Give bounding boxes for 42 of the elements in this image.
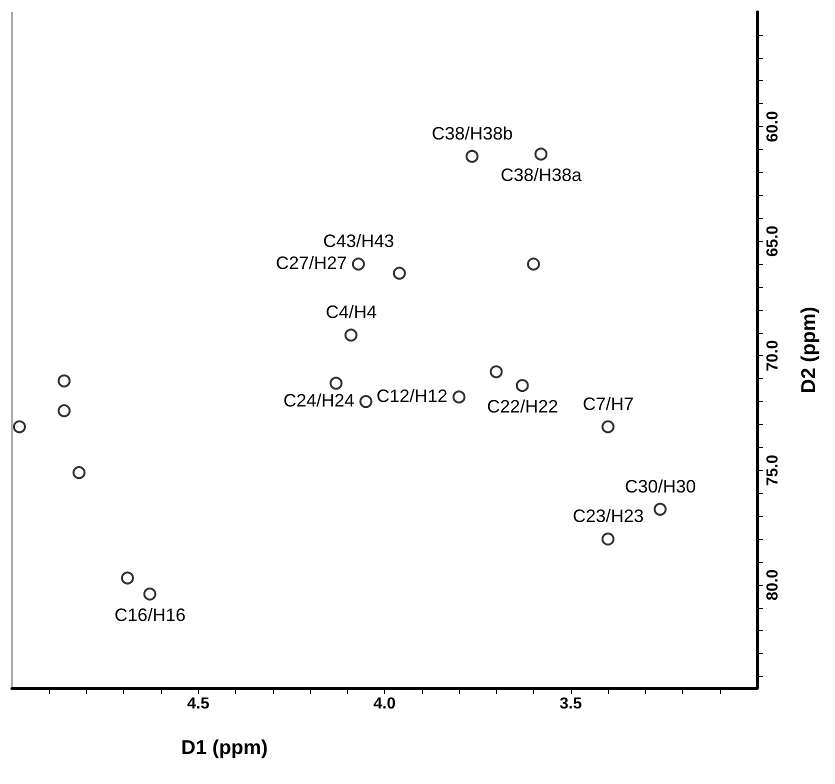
x-tick-label: 4.5 — [187, 696, 210, 712]
point — [602, 532, 614, 546]
annotation: C22/H22 — [487, 396, 558, 417]
point — [352, 258, 365, 271]
point — [534, 148, 548, 161]
annotation: C4/H4 — [326, 302, 377, 322]
point — [359, 395, 372, 408]
x-tick-label: 4.0 — [373, 696, 396, 712]
point — [120, 572, 134, 585]
y-tick-label: 70.0 — [764, 340, 782, 372]
point — [516, 379, 529, 392]
annotation: C38/H38a — [500, 165, 583, 186]
annotation: C43/H43 — [323, 231, 394, 252]
y-tick-label: 80.0 — [764, 569, 782, 600]
annotation: C27/H27 — [276, 253, 347, 274]
annotation: C30/H30 — [624, 476, 696, 496]
point — [72, 466, 86, 480]
y-tick-label: 75.0 — [764, 454, 782, 486]
point — [58, 374, 71, 388]
annotation: C12/H12 — [376, 386, 448, 406]
point — [452, 390, 466, 404]
point — [143, 588, 156, 601]
y-tick-label: 60.0 — [764, 110, 782, 142]
annotation: C38/H38b — [432, 123, 513, 144]
annotation: C7/H7 — [582, 394, 634, 414]
point — [466, 150, 479, 163]
annotation: C16/H16 — [114, 605, 186, 626]
point — [58, 404, 71, 418]
point — [12, 420, 26, 434]
point — [654, 502, 667, 516]
x-tick-label: 3.5 — [560, 696, 582, 712]
point — [527, 258, 540, 271]
point — [344, 328, 358, 342]
y-axis-title: D2 (ppm) — [798, 306, 820, 394]
annotation: C23/H23 — [572, 506, 644, 526]
point — [602, 420, 614, 434]
y-tick-label: 65.0 — [764, 225, 782, 257]
point — [490, 365, 503, 378]
annotation: C24/H24 — [283, 390, 354, 411]
x-axis-title: D1 (ppm) — [181, 737, 268, 759]
point — [330, 376, 343, 390]
point — [392, 266, 406, 280]
